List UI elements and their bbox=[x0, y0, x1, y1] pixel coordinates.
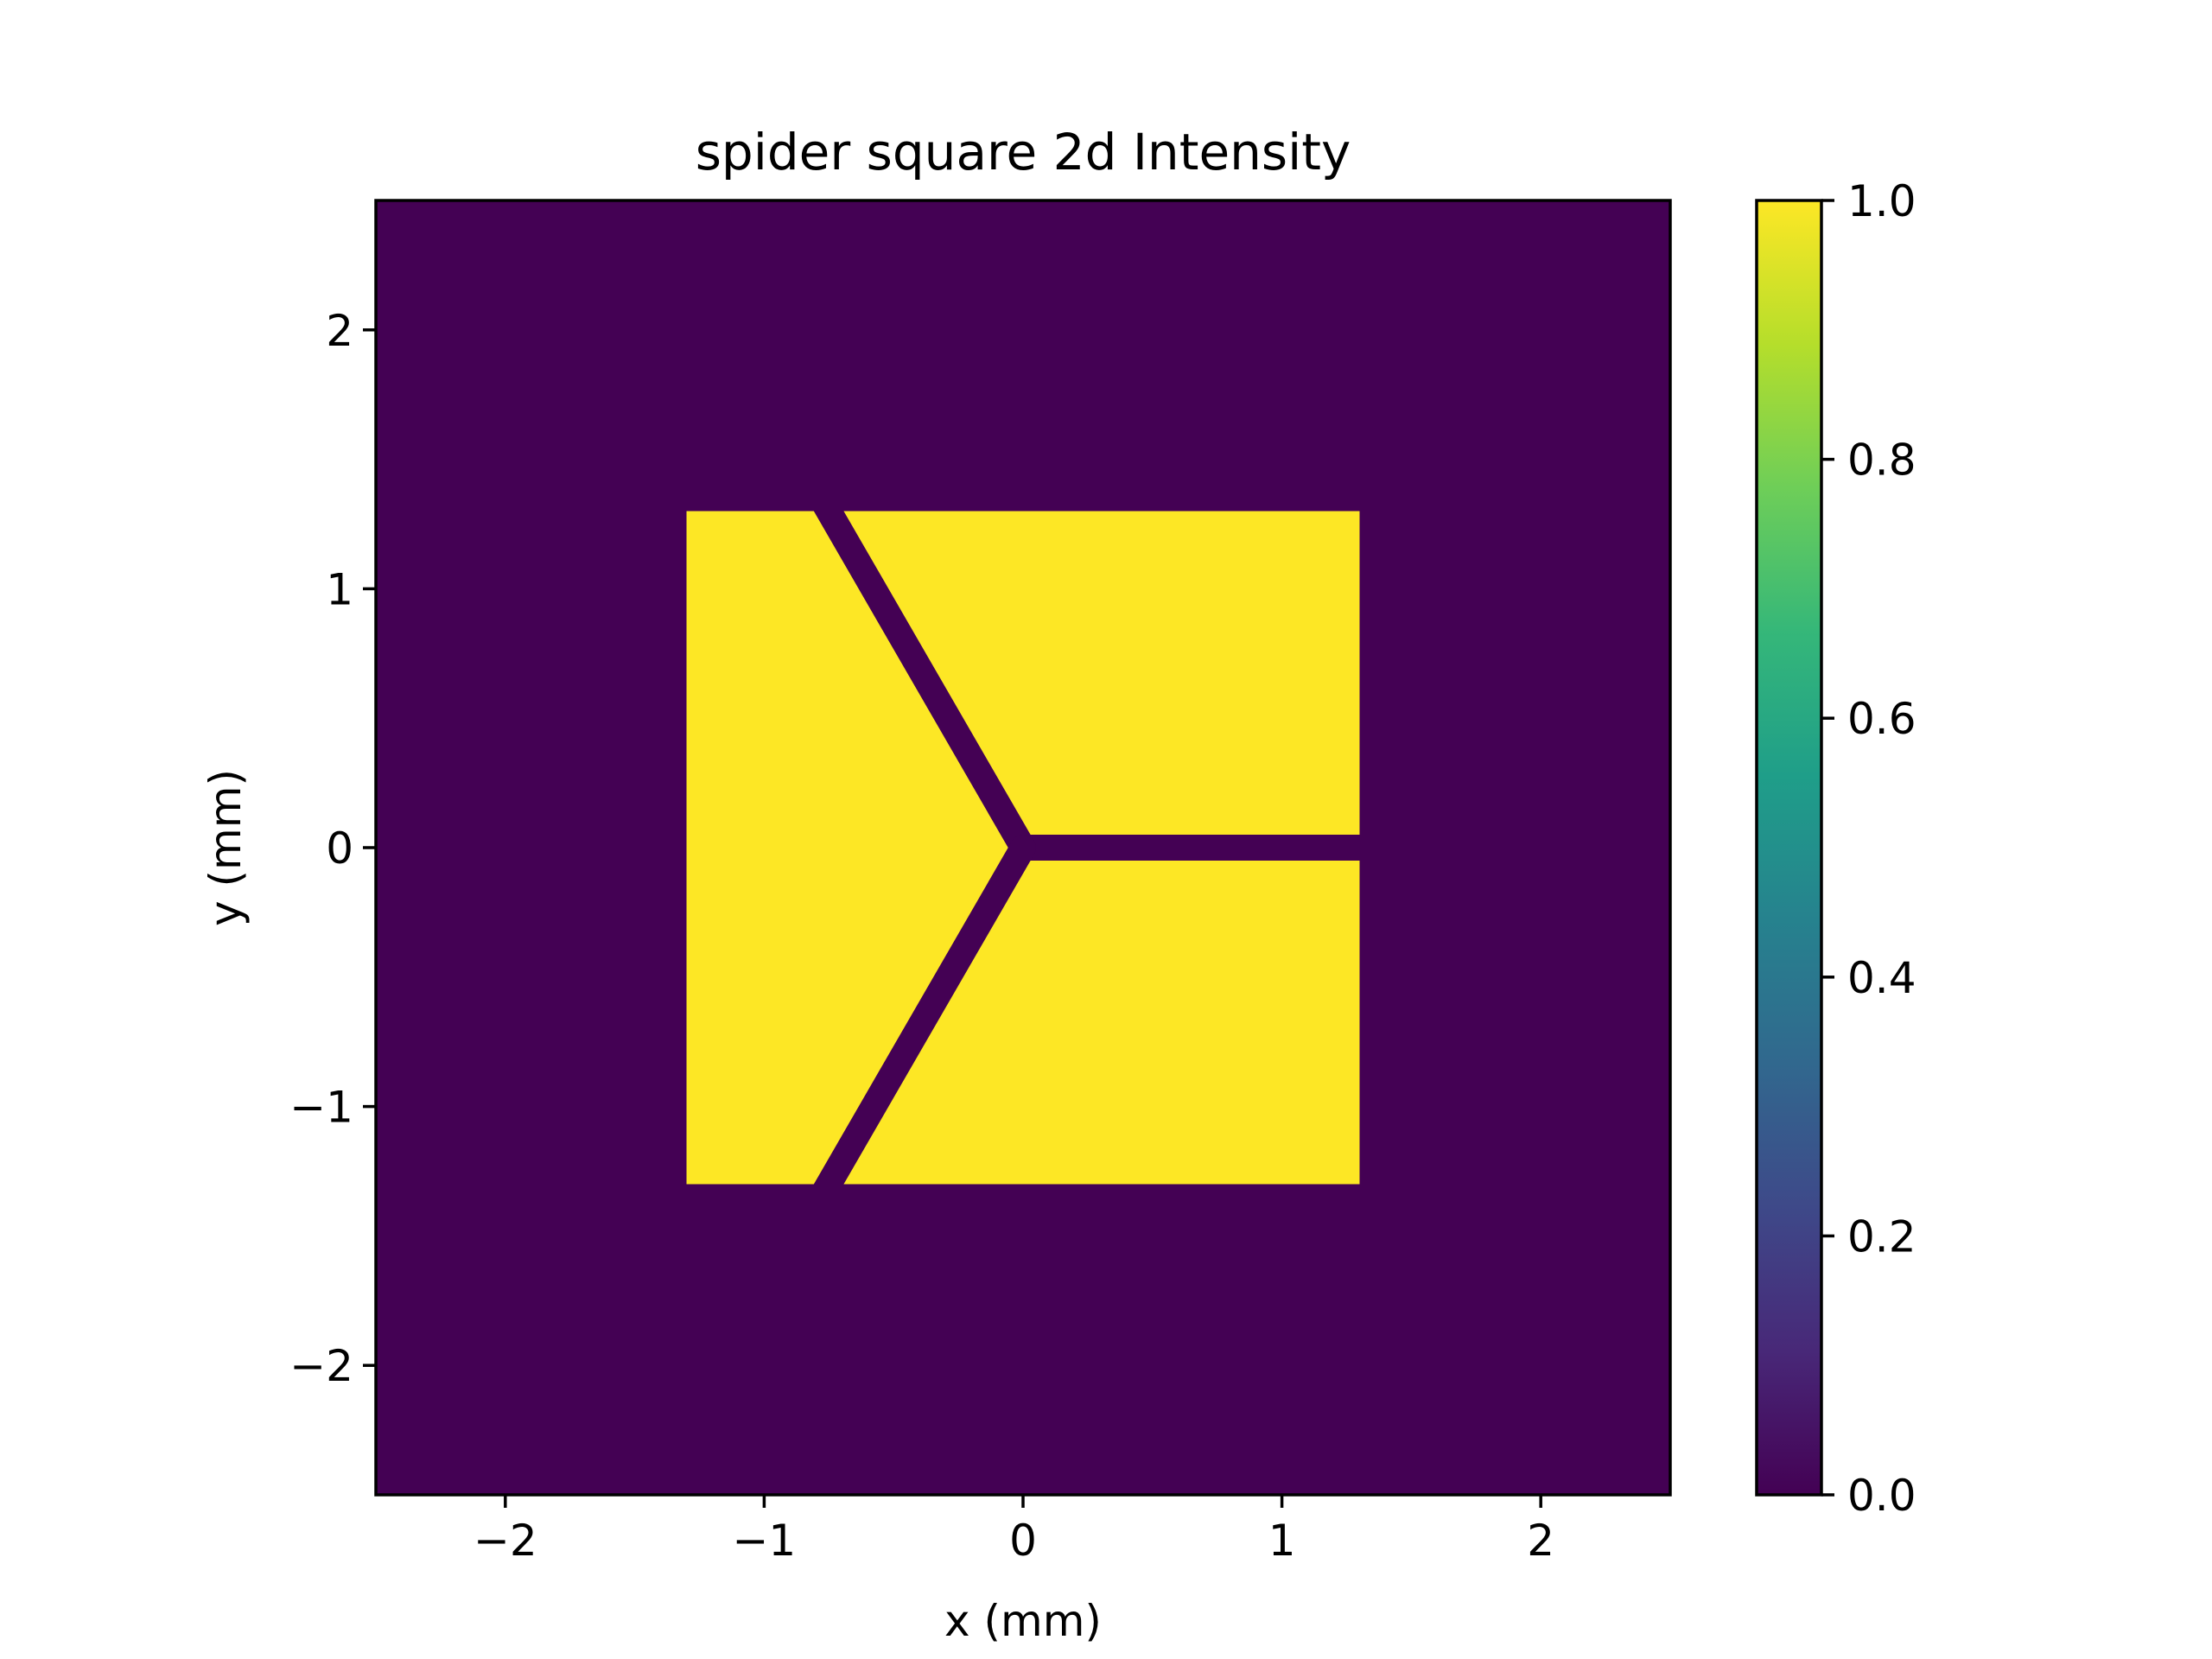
y-axis: −2 −1 0 1 2 bbox=[289, 306, 376, 1391]
colorbar-tick-label: 1.0 bbox=[1847, 176, 1916, 226]
colorbar-fill bbox=[1757, 200, 1821, 1495]
x-axis-label: x (mm) bbox=[944, 1596, 1102, 1646]
colorbar: 0.0 0.2 0.4 0.6 0.8 1.0 bbox=[1755, 176, 1916, 1521]
x-axis: −2 −1 0 1 2 bbox=[474, 1495, 1554, 1566]
colorbar-tick-label: 0.4 bbox=[1847, 953, 1916, 1003]
x-tick-label: 0 bbox=[1009, 1516, 1037, 1566]
y-tick-label: 1 bbox=[326, 564, 353, 614]
plot-area: −2 −1 0 1 2 −2 −1 0 1 2 bbox=[289, 199, 1672, 1566]
colorbar-frame bbox=[1755, 199, 1823, 1497]
x-tick-label: 1 bbox=[1268, 1516, 1296, 1566]
x-tick-label: −2 bbox=[474, 1516, 537, 1566]
y-axis-label: y (mm) bbox=[200, 769, 251, 926]
colorbar-tick-label: 0.2 bbox=[1847, 1211, 1916, 1262]
spider-vanes bbox=[813, 511, 1360, 1185]
spider-vane-2 bbox=[813, 511, 1036, 861]
colorbar-tick-label: 0.0 bbox=[1847, 1471, 1916, 1521]
colorbar-tick-label: 0.8 bbox=[1847, 435, 1916, 486]
colorbar-ticks: 0.0 0.2 0.4 0.6 0.8 1.0 bbox=[1821, 176, 1916, 1521]
spider-vane-3 bbox=[813, 835, 1036, 1185]
y-tick-label: −2 bbox=[289, 1341, 353, 1391]
y-tick-label: −1 bbox=[289, 1083, 353, 1133]
x-tick-label: −1 bbox=[733, 1516, 797, 1566]
colorbar-tick-label: 0.6 bbox=[1847, 694, 1916, 744]
chart-title: spider square 2d Intensity bbox=[696, 123, 1351, 181]
x-tick-label: 2 bbox=[1527, 1516, 1554, 1566]
y-tick-label: 0 bbox=[326, 823, 353, 874]
y-tick-label: 2 bbox=[326, 306, 353, 356]
